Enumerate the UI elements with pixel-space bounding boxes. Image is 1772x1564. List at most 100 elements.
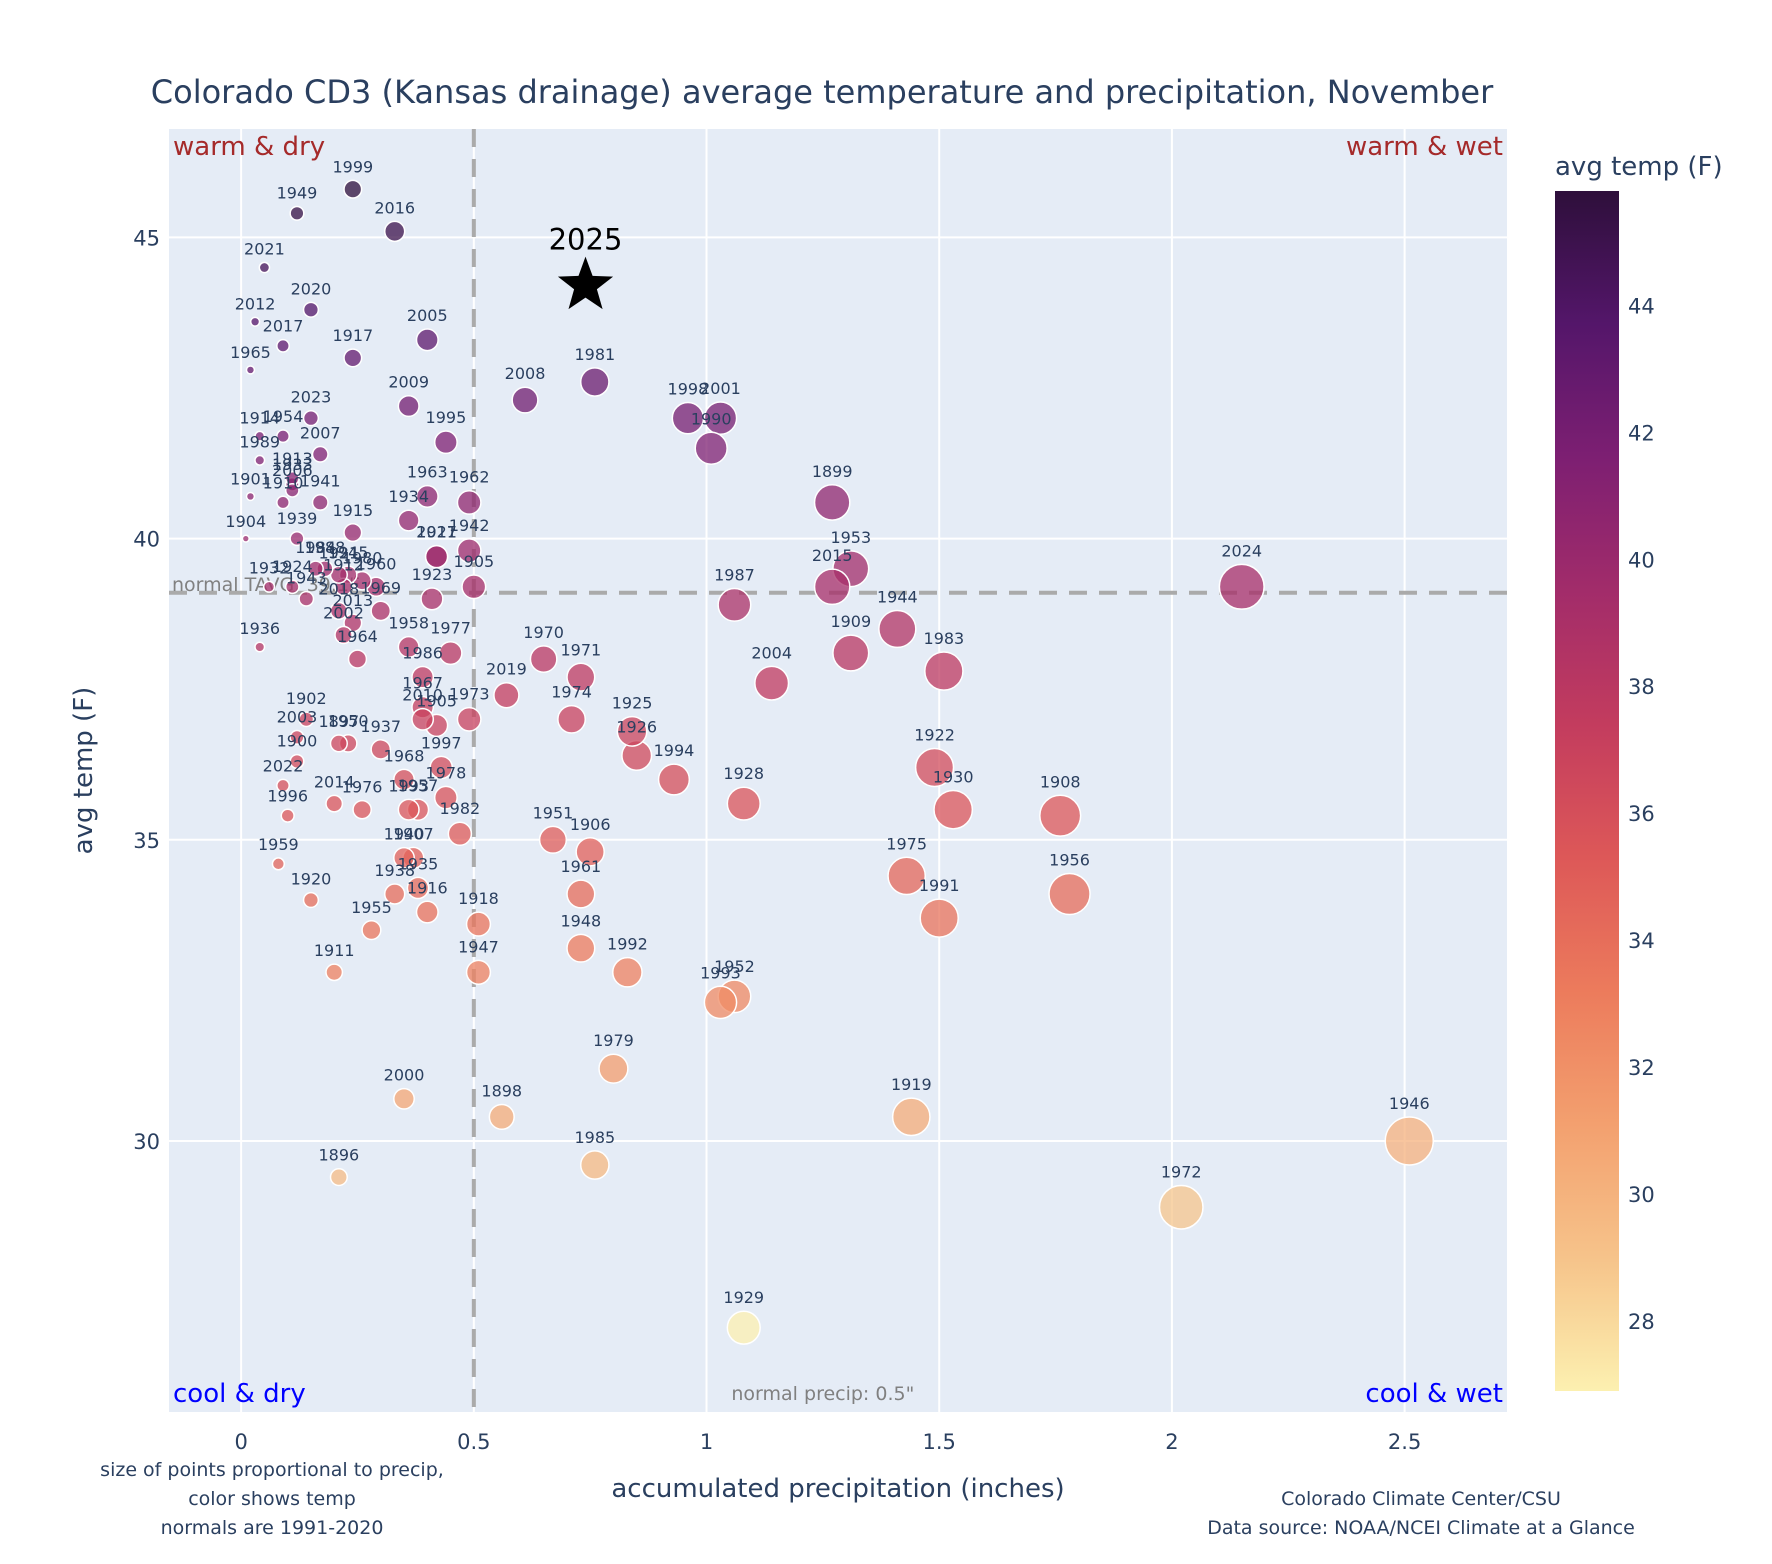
point-label: 2014 xyxy=(314,772,355,791)
data-point-1934 xyxy=(397,509,420,532)
data-point-1961 xyxy=(566,879,596,909)
data-point-2023 xyxy=(302,409,320,427)
point-label: 1925 xyxy=(612,694,653,713)
y-axis-ticks: 30 35 40 45 xyxy=(133,226,160,1154)
point-label: 2024 xyxy=(1221,541,1262,560)
point-label: 2010 xyxy=(402,686,443,705)
point-label: 1992 xyxy=(607,935,648,954)
highlight-2025: 2025 xyxy=(549,223,622,310)
data-point-1993 xyxy=(703,985,738,1020)
data-point-2018 xyxy=(329,601,348,620)
data-point-1962 xyxy=(456,489,482,515)
data-point-1899 xyxy=(813,484,851,521)
point-label: 1974 xyxy=(551,683,592,702)
data-point-1944 xyxy=(878,609,917,649)
point-label: 2021 xyxy=(244,239,285,258)
data-point-2011 xyxy=(424,544,449,569)
data-point-1942 xyxy=(456,538,482,564)
point-label: 1959 xyxy=(258,835,299,854)
colorbar-gradient xyxy=(1555,191,1619,1391)
data-point-1901 xyxy=(245,491,256,502)
point-label: 1995 xyxy=(426,408,467,427)
point-label: 1983 xyxy=(924,629,965,648)
point-label: 1915 xyxy=(332,501,373,520)
point-label: 1945 xyxy=(328,543,369,562)
point-label: 1937 xyxy=(360,717,401,736)
point-labels: 1999 1949 2016 2021 2020 2012 2017 1917 2005 1965… xyxy=(225,157,1429,1307)
point-label: 1979 xyxy=(593,1031,634,1050)
point-label: 1900 xyxy=(277,732,318,751)
point-label: 1936 xyxy=(239,619,280,638)
point-label: 2012 xyxy=(235,294,276,313)
point-label: 1957 xyxy=(398,776,439,795)
colorbar-tick-label: 40 xyxy=(1628,548,1655,572)
data-point-1985 xyxy=(579,1150,610,1180)
data-point-1919 xyxy=(891,1097,931,1137)
data-point-1949 xyxy=(289,205,305,221)
point-label: 2019 xyxy=(486,660,527,679)
data-point-1991 xyxy=(919,898,959,938)
point-label: 1985 xyxy=(574,1128,615,1147)
data-point-2021 xyxy=(258,261,271,274)
data-point-1956 xyxy=(1048,872,1091,916)
point-label: 1971 xyxy=(561,640,602,659)
point-label: 1919 xyxy=(891,1075,932,1094)
point-label: 1967 xyxy=(402,674,443,693)
point-label: 1911 xyxy=(314,941,355,960)
point-label: 1907 xyxy=(393,824,434,843)
data-point-1898 xyxy=(488,1103,515,1130)
point-label: 1987 xyxy=(714,566,755,585)
point-label: 1905 xyxy=(453,552,494,571)
data-point-1994 xyxy=(657,763,691,796)
data-point-2009 xyxy=(397,394,420,418)
point-label: 1973 xyxy=(449,685,490,704)
point-label: 2009 xyxy=(388,373,429,392)
point-label: 1899 xyxy=(812,462,853,481)
point-label: 1926 xyxy=(616,718,657,737)
data-point-1990 xyxy=(694,431,728,465)
data-point-1978 xyxy=(433,785,458,810)
point-label: 2011 xyxy=(416,523,457,542)
data-point-1959 xyxy=(271,857,286,871)
data-point-2002 xyxy=(334,625,353,645)
data-point-2024 xyxy=(1218,563,1265,610)
data-point-2014 xyxy=(325,794,344,813)
data-point-1941 xyxy=(311,493,329,511)
point-label: 1929 xyxy=(723,1288,764,1307)
data-point-1938 xyxy=(383,883,406,905)
data-point-1977 xyxy=(438,640,463,666)
point-label: 1970 xyxy=(523,623,564,642)
point-label: 1917 xyxy=(332,326,373,345)
data-point-1975 xyxy=(887,856,927,896)
point-label: 2015 xyxy=(812,546,853,565)
data-point-1964 xyxy=(347,649,368,669)
point-label: 1951 xyxy=(533,803,574,822)
data-point-1923 xyxy=(420,587,444,611)
x-tick-label: 1 xyxy=(700,1430,713,1454)
data-point-1918 xyxy=(465,911,492,937)
data-point-1946 xyxy=(1384,1116,1435,1166)
data-point-1955 xyxy=(361,920,382,941)
data-point-2012 xyxy=(249,316,261,327)
x-tick-label: 1.5 xyxy=(923,1430,956,1454)
point-label: 1960 xyxy=(356,554,397,573)
point-label: 1980 xyxy=(342,549,383,568)
footnote-right: Colorado Climate Center/CSU Data source:… xyxy=(1207,1488,1635,1539)
point-label: 1996 xyxy=(267,786,308,805)
point-label: 1968 xyxy=(384,746,425,765)
credit-line: Colorado Climate Center/CSU xyxy=(1281,1488,1561,1510)
point-label: 1955 xyxy=(351,898,392,917)
data-point-1910 xyxy=(276,495,290,510)
data-point-1983 xyxy=(924,651,964,691)
data-point-1914 xyxy=(254,430,266,442)
data-point-1925 xyxy=(616,715,648,747)
data-point-1908 xyxy=(1039,794,1082,837)
data-point-2003 xyxy=(289,729,305,745)
point-label: 1932 xyxy=(249,558,290,577)
y-tick-label: 40 xyxy=(133,528,160,552)
y-tick-label: 30 xyxy=(133,1130,160,1154)
point-label: 1981 xyxy=(574,345,615,364)
data-point-2017 xyxy=(276,338,290,353)
data-point-2010 xyxy=(411,707,435,731)
